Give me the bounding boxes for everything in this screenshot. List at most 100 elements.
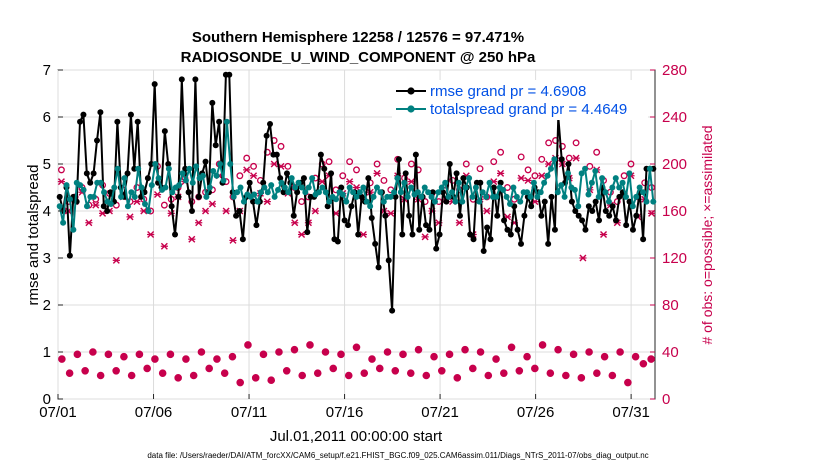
series-point-totalspread	[551, 156, 558, 163]
series-point-rmse	[134, 118, 141, 125]
series-point-totalspread	[483, 193, 490, 200]
series-point-totalspread	[227, 161, 234, 167]
obs-bottom-marker	[228, 352, 237, 361]
series-point-totalspread	[418, 193, 425, 200]
axis-layer: 07/01 07/06 07/11 07/16 07/21 07/26 07/31 0 1 2 3 4…	[39, 62, 687, 421]
series-point-rmse	[66, 252, 73, 259]
series-point-rmse	[612, 217, 619, 224]
series-point-rmse	[521, 212, 528, 219]
series-point-rmse	[433, 245, 440, 252]
series-point-rmse	[585, 203, 592, 210]
obs-possible-marker	[558, 142, 566, 150]
x-tick-label: 07/16	[326, 404, 364, 421]
series-point-rmse	[382, 212, 389, 219]
series-point-rmse	[300, 175, 307, 182]
series-point-rmse	[226, 71, 233, 78]
obs-bottom-marker	[600, 352, 609, 361]
series-point-rmse	[280, 189, 287, 196]
obs-assimilated-marker	[483, 207, 491, 215]
obs-bottom-marker	[647, 355, 655, 363]
series-point-totalspread	[346, 184, 353, 191]
series-point-totalspread	[370, 193, 377, 200]
obs-bottom-marker	[437, 367, 446, 375]
series-point-totalspread	[302, 189, 309, 196]
obs-assimilated-marker	[538, 172, 546, 180]
series-point-rmse	[409, 231, 416, 238]
series-point-totalspread	[605, 198, 612, 205]
series-point-rmse	[372, 240, 379, 247]
series-point-totalspread	[162, 184, 169, 191]
series-point-totalspread	[131, 193, 138, 200]
obs-bottom-marker	[151, 355, 159, 363]
series-point-totalspread	[537, 189, 544, 196]
obs-assimilated-marker	[188, 235, 196, 243]
obs-possible-marker	[490, 158, 498, 166]
obs-assimilated-marker	[421, 233, 429, 241]
obs-assimilated-marker	[524, 176, 532, 184]
series-point-totalspread	[305, 184, 312, 191]
series-point-rmse	[572, 208, 579, 214]
series-point-totalspread	[326, 198, 333, 205]
series-point-rmse	[470, 236, 477, 243]
series-point-totalspread	[459, 198, 466, 205]
y2-axis-label: # of obs: o=possible; ×=assimilated	[699, 125, 715, 344]
series-point-rmse	[202, 158, 209, 165]
obs-possible-marker	[236, 172, 244, 180]
obs-bottom-marker	[538, 341, 547, 349]
obs-possible-marker	[497, 148, 505, 156]
obs-bottom-marker	[73, 350, 82, 359]
series-point-totalspread	[217, 161, 224, 167]
series-point-totalspread	[275, 186, 282, 193]
series-point-rmse	[501, 217, 508, 224]
x-tick-label: 07/26	[517, 404, 555, 421]
obs-assimilated-marker	[249, 172, 258, 180]
series-point-totalspread	[66, 196, 73, 203]
series-point-totalspread	[629, 203, 636, 210]
series-layer	[56, 71, 657, 314]
series-point-totalspread	[281, 184, 288, 191]
series-point-rmse	[233, 212, 240, 219]
series-point-totalspread	[135, 165, 142, 172]
series-point-rmse	[104, 208, 111, 214]
obs-bottom-marker	[213, 355, 221, 363]
obs-possible-marker	[373, 160, 381, 168]
series-point-totalspread	[186, 165, 193, 172]
series-point-totalspread	[254, 198, 261, 205]
obs-bottom-marker	[476, 348, 485, 356]
series-point-rmse	[358, 193, 365, 200]
obs-bottom-marker	[344, 371, 353, 380]
obs-bottom-marker	[135, 350, 144, 359]
obs-possible-marker	[627, 160, 635, 168]
series-point-totalspread	[438, 184, 445, 191]
series-point-totalspread	[476, 198, 483, 205]
series-point-totalspread	[435, 189, 442, 196]
series-point-rmse	[446, 161, 453, 167]
obs-bottom-marker	[492, 355, 500, 363]
y2-tick-label: 120	[662, 250, 687, 267]
obs-bottom-marker	[507, 343, 516, 352]
obs-possible-marker	[160, 201, 168, 209]
series-point-rmse	[175, 193, 182, 200]
obs-possible-marker	[620, 172, 628, 180]
series-point-rmse	[402, 170, 409, 177]
obs-possible-marker	[284, 162, 292, 170]
series-point-rmse	[94, 137, 101, 144]
series-point-rmse	[192, 76, 199, 83]
series-point-totalspread	[609, 184, 616, 191]
series-point-rmse	[294, 189, 301, 196]
series-point-totalspread	[111, 184, 118, 191]
series-point-rmse	[392, 193, 399, 200]
obs-bottom-marker	[65, 369, 74, 377]
series-point-totalspread	[452, 198, 459, 205]
obs-bottom-marker	[616, 348, 624, 356]
series-point-rmse	[640, 236, 647, 243]
series-point-totalspread	[107, 200, 114, 207]
series-point-totalspread	[578, 170, 585, 177]
series-point-rmse	[355, 231, 362, 238]
series-point-rmse	[345, 222, 352, 229]
series-point-rmse	[616, 193, 623, 200]
series-point-rmse	[439, 189, 446, 196]
series-point-rmse	[304, 229, 311, 236]
series-point-rmse	[443, 198, 450, 205]
obs-assimilated-marker	[222, 207, 230, 215]
